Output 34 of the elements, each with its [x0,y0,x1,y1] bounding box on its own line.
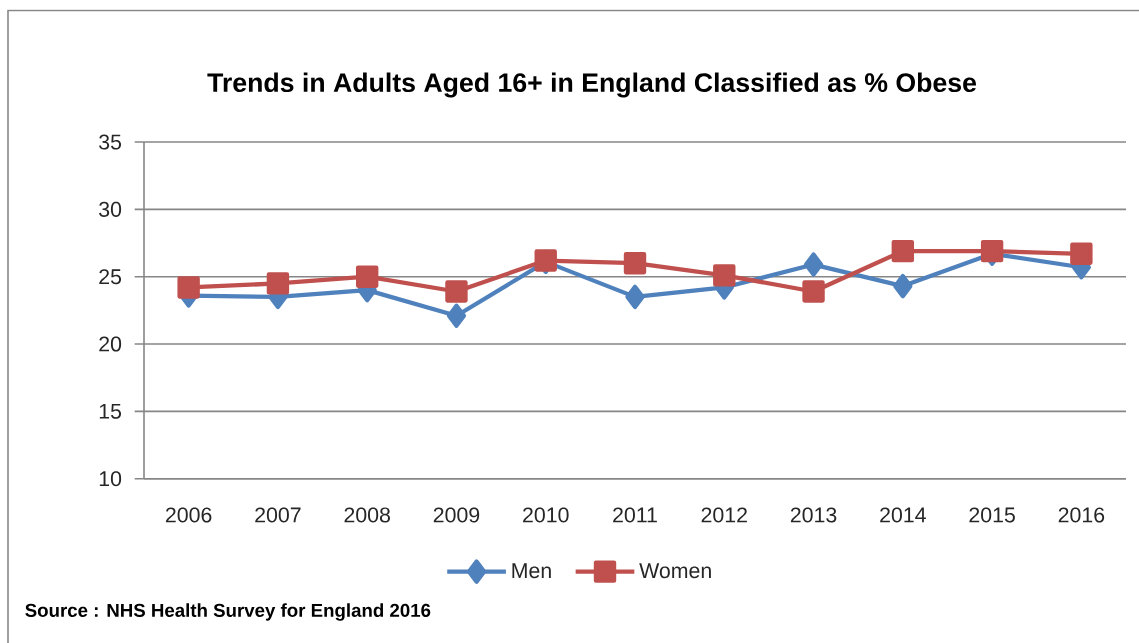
y-tick-label: 25 [99,269,122,285]
legend-label: Women [639,563,711,579]
x-tick-label: 2013 [790,507,837,523]
point [355,265,379,288]
x-tick-label: 2007 [255,507,301,523]
point [891,239,915,263]
point [446,303,467,328]
x-tick-label: 2014 [880,507,926,523]
point [893,273,913,299]
point [802,280,825,303]
x-tick-label: 2010 [523,507,569,523]
x-tick-label: 2015 [969,507,1015,523]
x-tick-label: 2011 [613,507,657,523]
point [1070,242,1093,265]
x-tick-label: 2006 [165,507,212,523]
point [625,284,645,310]
chart-title: Trends in Adults Aged 16+ in England Classified as % Obese [207,72,977,98]
point [445,280,468,303]
x-tick-label: 2008 [344,507,390,523]
point [266,272,290,295]
point [177,276,200,299]
x-tick-label: 2016 [1058,507,1105,523]
y-tick-label: 15 [99,403,122,419]
y-tick-label: 20 [99,336,122,352]
point [623,252,647,275]
legend-label: Men [512,563,551,579]
y-tick-label: 35 [99,134,122,150]
y-tick-label: 30 [99,201,122,217]
point [713,264,736,287]
point [803,252,824,277]
y-tick-label: 10 [99,471,122,487]
x-tick-label: 2012 [701,507,747,523]
x-tick-label: 2009 [433,507,480,523]
source-note: Source : NHS Health Survey for England 2016 [25,603,431,621]
